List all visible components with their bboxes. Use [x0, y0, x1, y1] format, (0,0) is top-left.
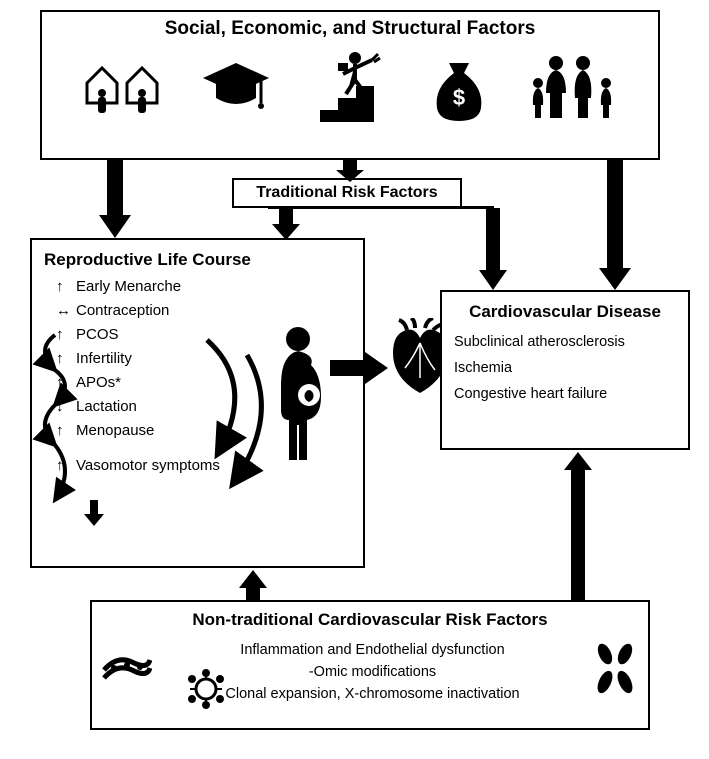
down-flow-arrow-icon [82, 500, 106, 528]
arrow-trad-to-repro [268, 208, 304, 242]
cvd-item: Ischemia [454, 360, 676, 376]
inner-cycle-arrows-icon [187, 335, 287, 505]
reproductive-box: Reproductive Life Course ↑Early Menarche… [30, 238, 365, 568]
cycle-arrows-icon [30, 330, 80, 550]
repro-item: ↑Early Menarche [76, 278, 355, 295]
repro-to-cvd-arrow [330, 348, 390, 393]
arrow-non-to-repro [235, 568, 271, 604]
chromosome-icon [593, 642, 638, 702]
bidir-arrow-icon: ↔ [56, 302, 71, 319]
cvd-item: Subclinical atherosclerosis [454, 334, 676, 350]
social-economic-title: Social, Economic, and Structural Factors [42, 12, 658, 40]
cvd-box: Cardiovascular Disease Subclinical ather… [440, 290, 690, 450]
cvd-title: Cardiovascular Disease [454, 302, 676, 322]
traditional-risk-label: Traditional Risk Factors [256, 184, 437, 201]
family-icon [528, 53, 618, 128]
nontraditional-title: Non-traditional Cardiovascular Risk Fact… [102, 610, 638, 630]
trad-connector-line [268, 206, 494, 210]
svg-text:$: $ [453, 85, 465, 110]
arrow-non-to-cvd [560, 450, 596, 602]
arrow-trad-to-cvd [475, 208, 511, 292]
nontraditional-box: Non-traditional Cardiovascular Risk Fact… [90, 600, 650, 730]
arrow-top-to-repro [95, 160, 135, 240]
graduation-cap-icon [201, 58, 271, 123]
spacer [232, 186, 233, 187]
reproductive-title: Reproductive Life Course [40, 250, 355, 270]
career-steps-icon [310, 50, 390, 130]
arrow-top-to-traditional [330, 160, 370, 184]
up-arrow-icon: ↑ [56, 278, 64, 295]
repro-item: ↔Contraception [76, 302, 355, 319]
vessel-icon [102, 650, 152, 695]
arrow-top-to-cvd [595, 160, 635, 292]
nucleosome-icon [182, 667, 230, 716]
non-item: Inflammation and Endothelial dysfunction [162, 642, 583, 658]
money-bag-icon: $ [429, 53, 489, 128]
cvd-item: Congestive heart failure [454, 386, 676, 402]
top-icon-row: $ [42, 40, 658, 130]
social-economic-box: Social, Economic, and Structural Factors [40, 10, 660, 160]
housing-icon [82, 53, 162, 128]
